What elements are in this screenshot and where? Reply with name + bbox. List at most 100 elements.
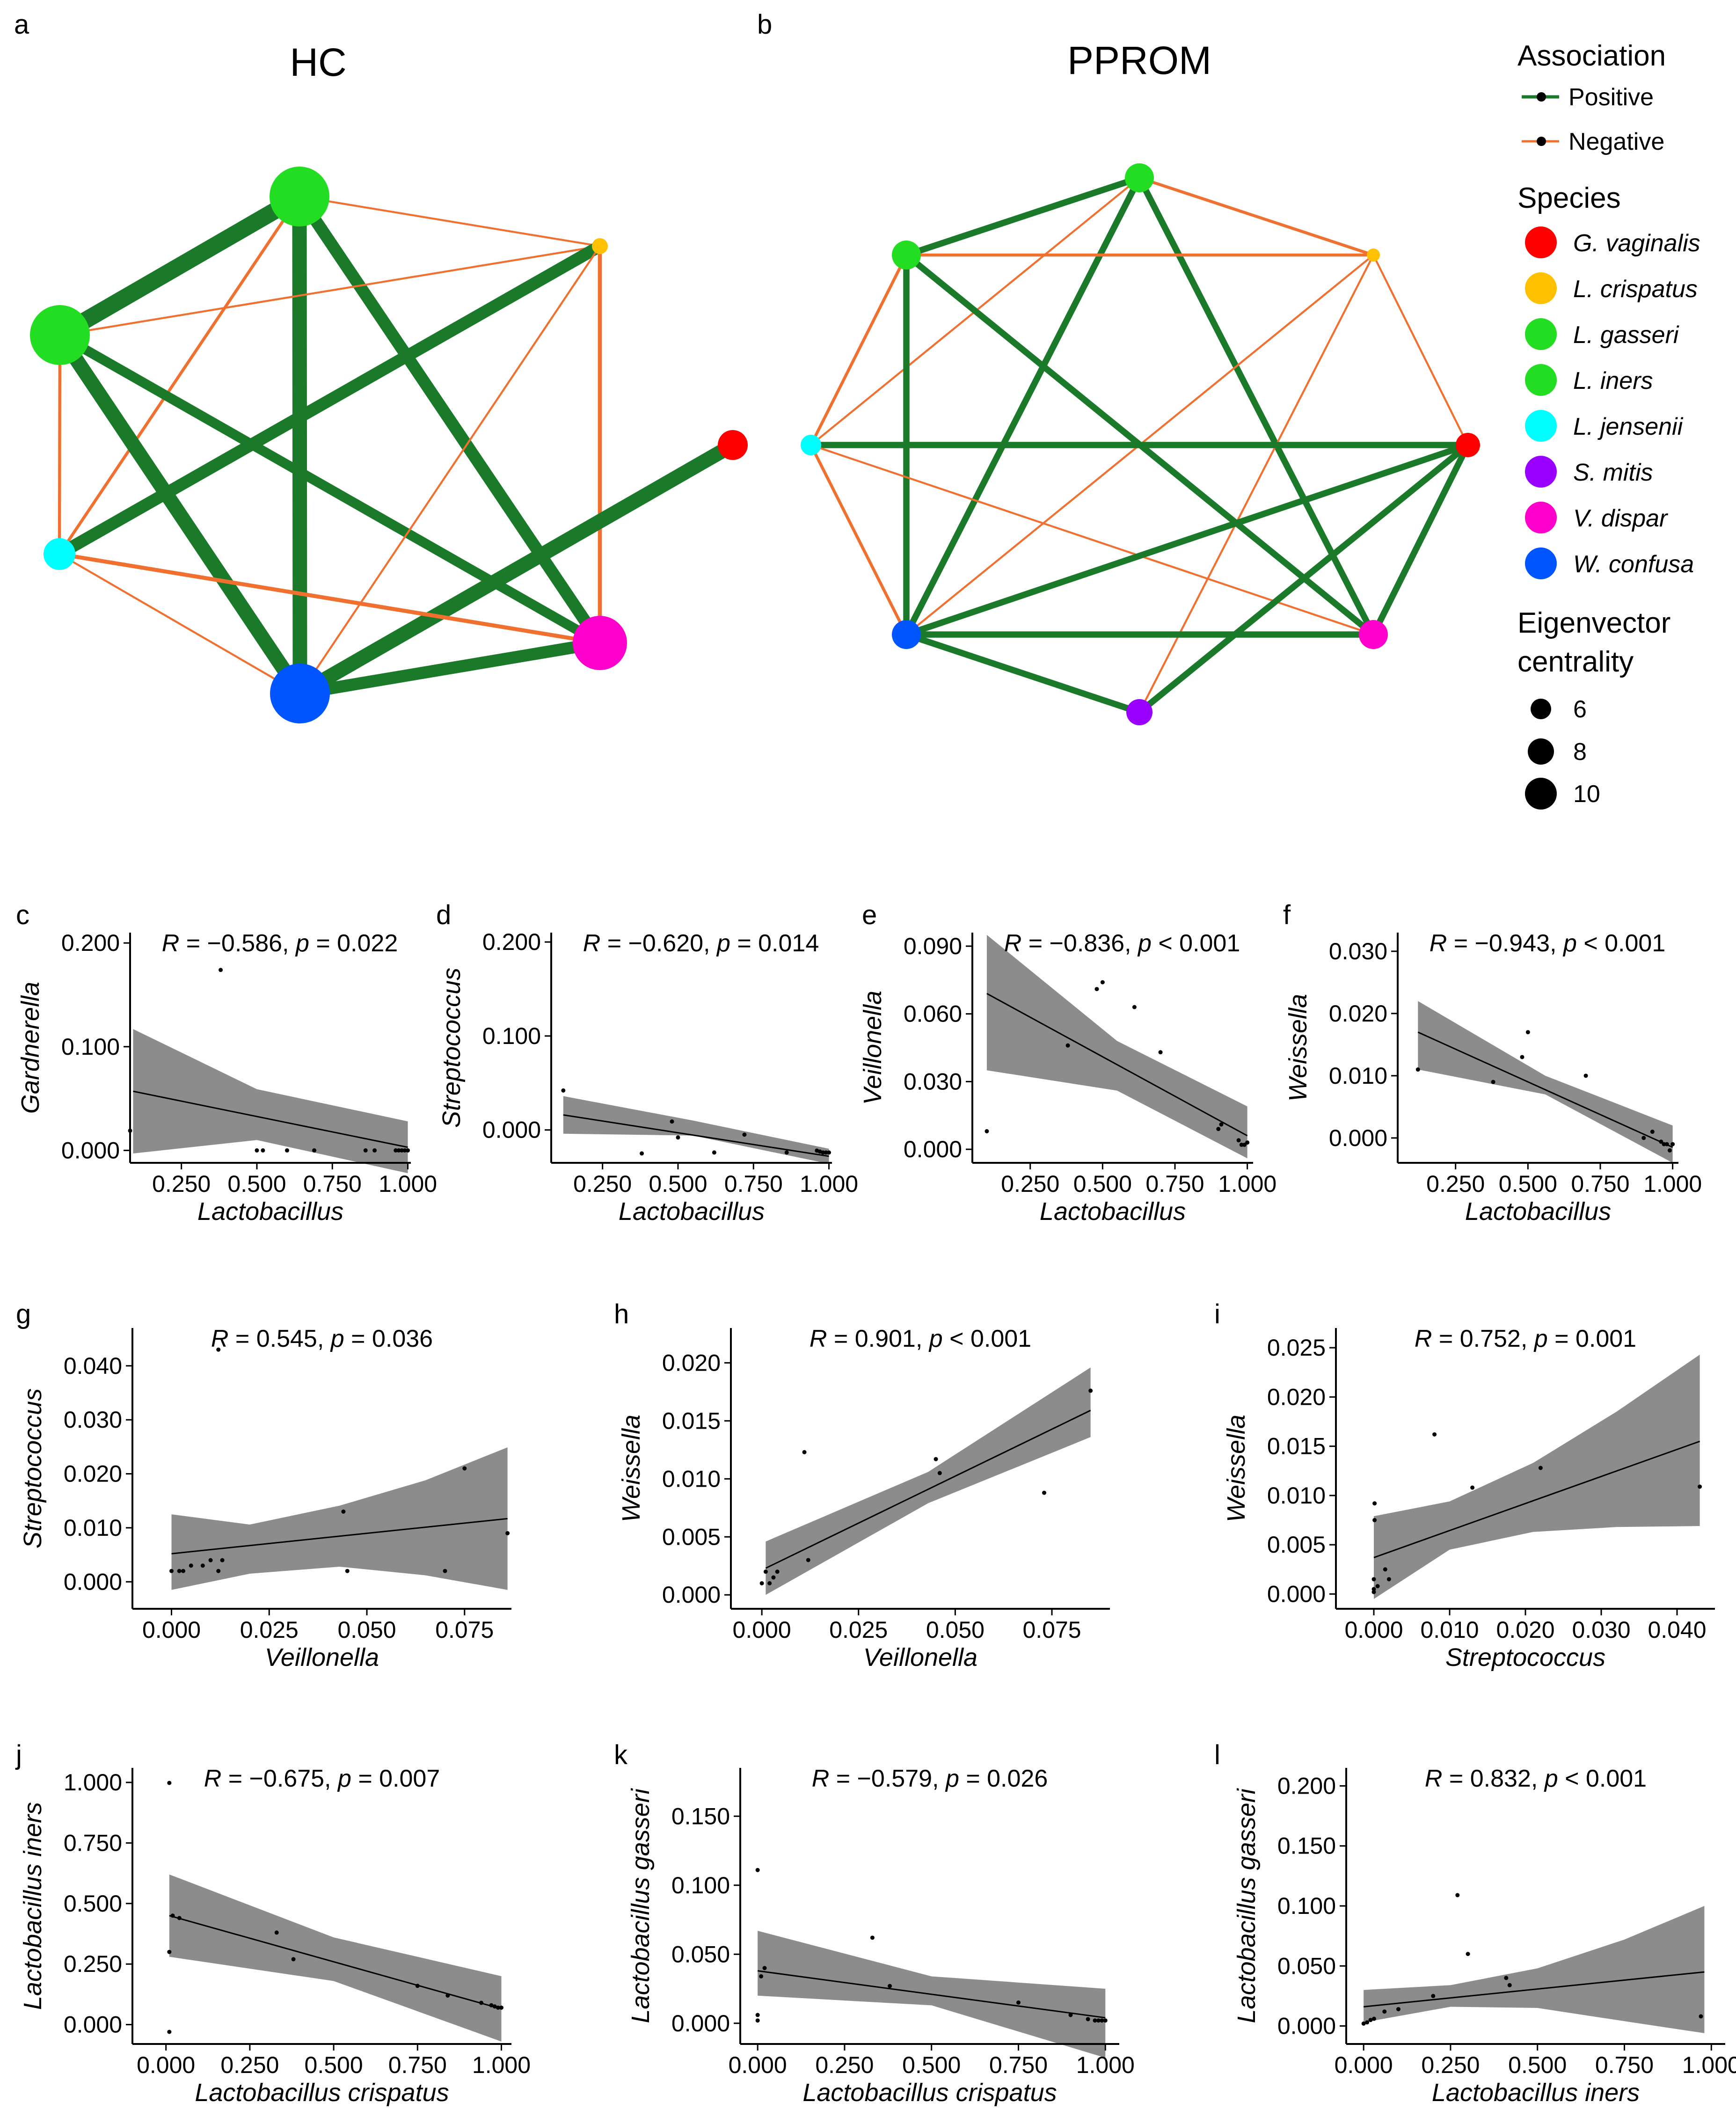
data-point <box>1068 2013 1073 2017</box>
x-tick-label: 0.250 <box>1426 1171 1485 1197</box>
y-tick-label: 0.015 <box>1267 1433 1326 1460</box>
data-point <box>1432 1432 1437 1437</box>
x-tick-label: 0.250 <box>573 1171 632 1197</box>
data-point <box>767 1581 772 1585</box>
data-point <box>1088 1388 1093 1393</box>
legend-negative-dot <box>1537 137 1546 146</box>
network-edge-pos <box>51 188 308 343</box>
annotation-p-value: 0.001 <box>1586 1765 1647 1792</box>
data-point <box>284 1148 289 1153</box>
annotation-r-symbol: R <box>1004 930 1022 957</box>
y-tick-label: 1.000 <box>64 1769 122 1796</box>
network-node-gv <box>718 430 748 460</box>
network-edge-neg <box>1138 254 1375 714</box>
y-tick-label: 0.000 <box>662 1582 721 1608</box>
y-tick-label: 0.000 <box>482 1117 541 1143</box>
y-tick-label: 0.200 <box>61 930 120 956</box>
legend-species-swatch <box>1525 272 1557 304</box>
confidence-band <box>133 1029 408 1174</box>
x-tick-label: 0.750 <box>388 2052 447 2078</box>
y-axis-label: Lactobacillus iners <box>19 1802 47 2010</box>
y-tick-label: 0.000 <box>64 2012 122 2038</box>
data-point <box>1455 1893 1460 1898</box>
legend-centrality-dot-8 <box>1528 738 1554 765</box>
network-title-pprom: PPROM <box>1067 38 1211 82</box>
annotation-r-equals: = <box>179 930 207 957</box>
data-point <box>712 1150 716 1155</box>
y-tick-label: 0.090 <box>904 933 962 959</box>
network-edge-pos <box>1136 442 1471 715</box>
y-tick-label: 0.040 <box>64 1353 122 1379</box>
network-edge-pos <box>55 330 605 648</box>
data-point <box>888 1984 892 1988</box>
data-point <box>1096 2018 1101 2023</box>
x-tick-label: 0.750 <box>303 1171 362 1197</box>
legend-species-swatch <box>1525 456 1557 488</box>
x-tick-label: 0.750 <box>724 1171 783 1197</box>
data-point <box>489 2003 494 2007</box>
annotation-r-equals: = <box>1432 1325 1459 1352</box>
x-tick-label: 0.500 <box>1508 2052 1567 2078</box>
network-edge-pos <box>52 328 307 701</box>
data-point <box>479 2000 483 2005</box>
annotation-r-symbol: R <box>211 1325 229 1352</box>
data-point <box>937 1471 942 1475</box>
data-point <box>1016 2000 1021 2005</box>
scatter-panel-k: k 0.000 0.250 0.500 0.750 1.000 0.000 0.050 0.10… <box>614 1740 1135 2107</box>
data-point <box>755 2013 760 2017</box>
annotation-p-op: = <box>344 1325 372 1352</box>
annotation-r-equals: = <box>829 1765 857 1792</box>
network-node-vd <box>1359 620 1388 649</box>
network-node-li <box>892 241 921 270</box>
annotation-p-symbol: p <box>945 1765 959 1792</box>
network-node-sm <box>1126 699 1152 725</box>
annotation-p-symbol: p <box>1533 1325 1548 1352</box>
legend-species-label: S. mitis <box>1573 459 1653 486</box>
data-point <box>216 1569 221 1573</box>
data-point <box>985 1129 989 1133</box>
network-title-hc: HC <box>290 40 346 84</box>
x-tick-label: 0.500 <box>649 1171 707 1197</box>
x-tick-label: 0.025 <box>829 1617 888 1643</box>
scatter-panel-c: c 0.250 0.500 0.750 1.000 0.000 0.100 0.200 Lact… <box>16 900 437 1226</box>
annotation-r-equals: = <box>221 1765 249 1792</box>
x-axis-label: Veillonella <box>265 1643 379 1671</box>
data-point <box>827 1150 832 1155</box>
data-point <box>1507 1983 1512 1987</box>
panel-label-k: k <box>614 1740 628 1770</box>
data-point <box>1431 1993 1436 1998</box>
y-tick-label: 0.020 <box>1267 1384 1326 1410</box>
data-point <box>1383 1567 1387 1572</box>
annotation-sep: , <box>317 1325 331 1352</box>
panel-label-g: g <box>16 1299 31 1329</box>
annotation-p-value: 0.001 <box>1576 1325 1636 1352</box>
y-tick-label: 0.100 <box>1277 1893 1336 1919</box>
y-tick-label: 0.000 <box>904 1136 962 1162</box>
x-tick-label: 0.250 <box>1001 1171 1059 1197</box>
x-axis-label: Lactobacillus <box>197 1197 343 1226</box>
panel-label-j: j <box>15 1740 22 1770</box>
network-edge-neg <box>809 253 908 447</box>
x-tick-label: 0.025 <box>240 1617 299 1643</box>
y-tick-label: 0.150 <box>671 1803 730 1829</box>
x-tick-label: 1.000 <box>800 1171 858 1197</box>
panel-label-l: l <box>1214 1740 1220 1770</box>
data-point <box>445 1993 450 1998</box>
data-point <box>1372 1518 1377 1523</box>
legend-species-label: V. dispar <box>1573 505 1669 532</box>
confidence-band <box>766 1367 1091 1595</box>
annotation-p-op: = <box>351 1765 379 1792</box>
data-point <box>1415 1067 1420 1072</box>
data-point <box>1538 1466 1543 1470</box>
x-tick-label: 0.500 <box>305 2052 363 2078</box>
scatter-panel-g: g 0.000 0.025 0.050 0.075 0.000 0.010 0.020 0.03… <box>16 1299 511 1671</box>
data-point <box>1659 1139 1663 1144</box>
data-point <box>402 1148 407 1153</box>
x-tick-label: 0.040 <box>1648 1617 1706 1643</box>
regression-line <box>757 1970 1106 2019</box>
network-edge-neg <box>809 443 908 636</box>
data-point <box>1650 1130 1655 1134</box>
data-point <box>1094 987 1099 992</box>
regression-line <box>133 1090 408 1148</box>
correlation-annotation: R = −0.943, p < 0.001 <box>1430 930 1666 957</box>
